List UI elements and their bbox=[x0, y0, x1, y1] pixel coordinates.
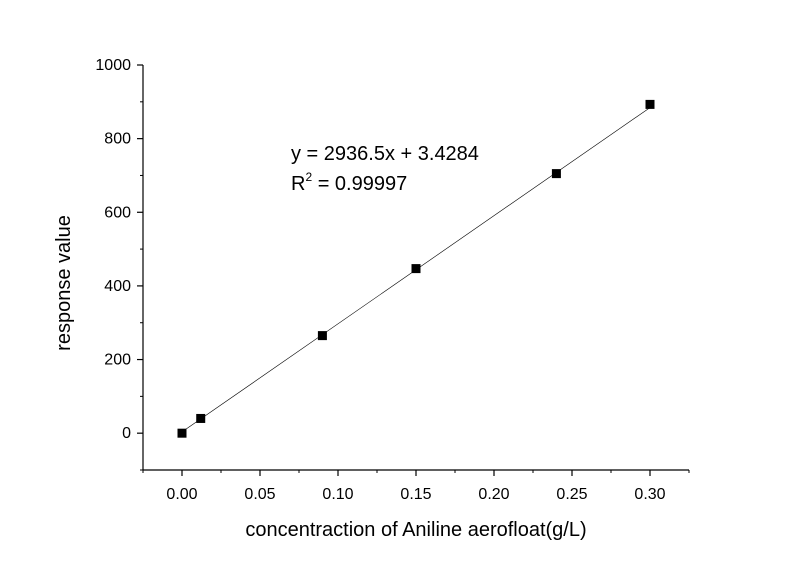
x-tick-label: 0.00 bbox=[166, 486, 197, 503]
y-tick-label: 200 bbox=[104, 352, 131, 369]
y-tick-label: 800 bbox=[104, 131, 131, 148]
x-ticks: 0.00 0.05 0.10 0.15 0.20 0.25 0.30 bbox=[142, 470, 690, 503]
data-point bbox=[196, 413, 206, 423]
r-squared-value: = 0.99997 bbox=[312, 173, 407, 195]
r-squared-annotation: R2 = 0.99997 bbox=[291, 170, 407, 195]
y-tick-label: 600 bbox=[104, 204, 131, 221]
y-tick-label: 0 bbox=[122, 425, 131, 442]
data-point bbox=[317, 331, 327, 341]
x-tick-label: 0.25 bbox=[556, 486, 587, 503]
data-points bbox=[177, 99, 655, 438]
data-point bbox=[551, 169, 561, 179]
r-squared-superscript: 2 bbox=[305, 170, 312, 184]
y-tick-label: 400 bbox=[104, 278, 131, 295]
x-tick-label: 0.10 bbox=[322, 486, 353, 503]
x-tick-label: 0.05 bbox=[244, 486, 275, 503]
data-point bbox=[177, 428, 187, 438]
x-tick-label: 0.30 bbox=[634, 486, 665, 503]
x-tick-label: 0.20 bbox=[478, 486, 509, 503]
equation-annotation: y = 2936.5x + 3.4284 bbox=[291, 143, 479, 165]
data-point bbox=[411, 264, 421, 274]
y-ticks: 0 200 400 600 800 1000 bbox=[95, 57, 143, 471]
data-point bbox=[645, 99, 655, 109]
y-axis-title: response value bbox=[53, 215, 75, 351]
r-squared-prefix: R bbox=[291, 173, 305, 195]
x-tick-label: 0.15 bbox=[400, 486, 431, 503]
x-axis-title: concentraction of Aniline aerofloat(g/L) bbox=[245, 519, 586, 541]
y-tick-label: 1000 bbox=[95, 57, 131, 74]
